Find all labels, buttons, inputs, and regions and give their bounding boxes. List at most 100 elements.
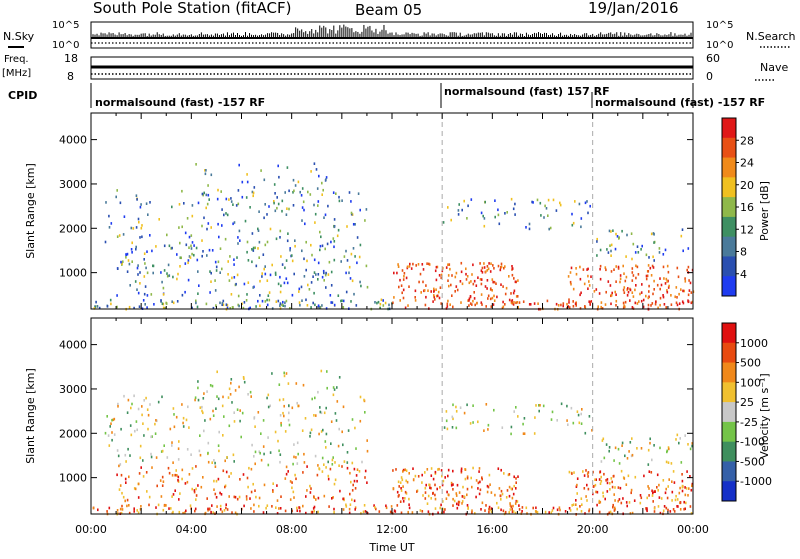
- echo-cell: [645, 277, 648, 281]
- echo-cell: [653, 444, 655, 447]
- echo-cell: [442, 479, 445, 483]
- echo-cell: [193, 253, 195, 257]
- echo-cell: [426, 502, 429, 505]
- echo-cell: [366, 449, 369, 453]
- colorbar-tick-label: 8: [740, 246, 747, 259]
- echo-cell: [243, 301, 246, 304]
- echo-cell: [135, 226, 138, 229]
- echo-cell: [319, 248, 321, 252]
- echo-cell: [496, 295, 498, 299]
- echo-cell: [486, 265, 489, 268]
- echo-cell: [538, 404, 540, 407]
- echo-cell: [146, 490, 148, 493]
- echo-cell: [540, 214, 542, 217]
- echo-cell: [613, 493, 615, 496]
- echo-cell: [330, 240, 332, 244]
- echo-cell: [246, 240, 249, 244]
- echo-cell: [647, 463, 650, 466]
- echo-cell: [178, 440, 180, 443]
- echo-cell: [515, 406, 517, 409]
- echo-cell: [684, 434, 686, 437]
- echo-cell: [292, 191, 294, 194]
- echo-cell: [279, 453, 282, 456]
- echo-cell: [402, 468, 405, 472]
- echo-cell: [426, 468, 429, 471]
- echo-cell: [333, 225, 336, 229]
- echo-cell: [250, 395, 252, 398]
- echo-cell: [276, 206, 278, 210]
- echo-cell: [121, 504, 123, 508]
- echo-cell: [575, 499, 577, 502]
- echo-cell: [490, 305, 493, 308]
- echo-cell: [666, 449, 669, 453]
- echo-cell: [625, 501, 628, 504]
- echo-cell: [654, 302, 657, 306]
- colorbar-swatch: [722, 137, 736, 159]
- echo-cell: [451, 415, 454, 419]
- echo-cell: [606, 490, 609, 493]
- echo-cell: [348, 271, 350, 275]
- echo-cell: [659, 511, 662, 515]
- echo-cell: [581, 503, 583, 506]
- echo-cell: [157, 503, 160, 507]
- echo-cell: [170, 507, 172, 510]
- echo-cell: [340, 299, 342, 303]
- echo-cell: [615, 232, 617, 236]
- echo-cell: [631, 437, 633, 440]
- echo-cell: [127, 447, 129, 451]
- echo-cell: [449, 303, 451, 306]
- echo-cell: [350, 200, 352, 203]
- echo-cell: [455, 494, 458, 497]
- echo-cell: [250, 507, 252, 510]
- echo-cell: [543, 216, 545, 219]
- echo-cell: [650, 304, 652, 307]
- echo-cell: [589, 303, 591, 306]
- echo-cell: [253, 416, 256, 419]
- echo-cell: [588, 415, 591, 418]
- echo-cell: [640, 496, 643, 500]
- echo-cell: [225, 197, 228, 201]
- echo-cell: [283, 414, 285, 418]
- echo-cell: [650, 232, 653, 236]
- echo-cell: [600, 475, 602, 479]
- echo-cell: [273, 200, 275, 203]
- echo-cell: [162, 293, 165, 296]
- echo-cell: [351, 489, 354, 492]
- echo-cell: [426, 262, 428, 265]
- echo-cell: [502, 285, 504, 288]
- echo-cell: [511, 299, 514, 302]
- freq-bottom-tick: 8: [67, 70, 74, 83]
- echo-cell: [434, 507, 437, 510]
- echo-cell: [490, 491, 493, 494]
- echo-cell: [531, 200, 533, 204]
- echo-cell: [397, 495, 400, 498]
- echo-cell: [461, 502, 463, 505]
- echo-cell: [230, 197, 232, 200]
- echo-cell: [184, 511, 186, 514]
- echo-cell: [412, 467, 414, 470]
- echo-cell: [268, 291, 271, 294]
- echo-cell: [291, 481, 293, 484]
- echo-cell: [683, 289, 685, 293]
- echo-cell: [415, 264, 417, 267]
- echo-cell: [564, 510, 567, 513]
- echo-cell: [460, 270, 463, 274]
- echo-cell: [291, 406, 294, 410]
- echo-cell: [340, 260, 342, 263]
- echo-cell: [130, 406, 132, 410]
- echo-cell: [325, 446, 327, 449]
- echo-cell: [231, 401, 233, 404]
- echo-cell: [440, 273, 443, 277]
- beam-label: Beam 05: [355, 1, 422, 19]
- echo-cell: [576, 477, 579, 480]
- echo-cell: [598, 292, 601, 295]
- echo-cell: [305, 268, 307, 272]
- echo-cell: [684, 486, 686, 489]
- echo-cell: [487, 297, 489, 300]
- echo-cell: [318, 467, 321, 471]
- echo-cell: [137, 511, 140, 514]
- echo-cell: [251, 443, 253, 447]
- echo-cell: [447, 279, 449, 282]
- echo-cell: [210, 271, 212, 275]
- echo-cell: [596, 237, 598, 241]
